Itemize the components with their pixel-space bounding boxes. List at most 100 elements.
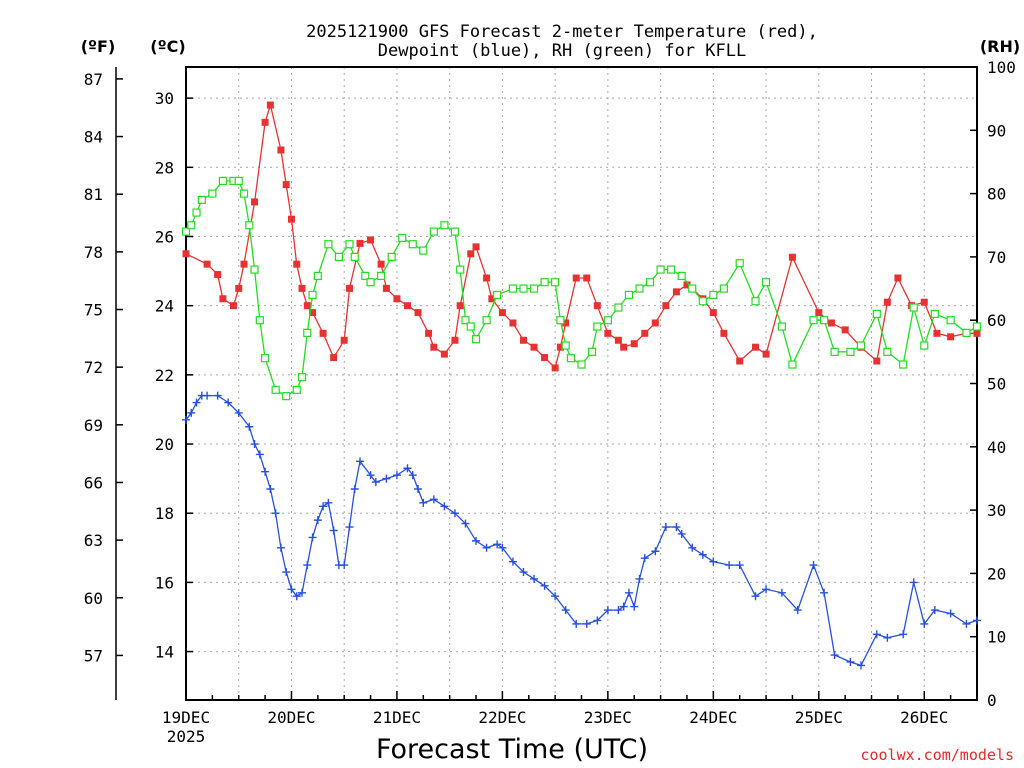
x-tick-label: 23DEC bbox=[584, 708, 632, 727]
temperature-point bbox=[541, 354, 549, 362]
rh-tick-label: 10 bbox=[987, 628, 1006, 647]
rh-point bbox=[561, 341, 570, 350]
temperature-point bbox=[319, 329, 327, 337]
dewpoint-point bbox=[192, 398, 201, 407]
dewpoint-point bbox=[677, 529, 686, 538]
rh-point bbox=[366, 278, 375, 287]
temperature-point bbox=[472, 243, 480, 251]
rh-point bbox=[456, 265, 465, 274]
dewpoint-point bbox=[187, 408, 196, 417]
temperature-point bbox=[614, 336, 622, 344]
dewpoint-point bbox=[830, 651, 839, 660]
temperature-point bbox=[340, 336, 348, 344]
temperature-point bbox=[483, 274, 491, 282]
celsius-tick-label: 22 bbox=[155, 366, 174, 385]
fahrenheit-tick-label: 69 bbox=[84, 416, 103, 435]
dewpoint-point bbox=[751, 592, 760, 601]
data-series bbox=[181, 101, 982, 670]
rh-tick-label: 50 bbox=[987, 375, 1006, 394]
dewpoint-point bbox=[909, 578, 918, 587]
dewpoint-point bbox=[688, 543, 697, 552]
rh-tick-label: 80 bbox=[987, 185, 1006, 204]
temperature-point bbox=[261, 118, 269, 126]
rh-point bbox=[493, 290, 502, 299]
dewpoint-point bbox=[614, 606, 623, 615]
dewpoint-point bbox=[920, 619, 929, 628]
temperature-point bbox=[873, 357, 881, 365]
dewpoint-point bbox=[624, 588, 633, 597]
temperature-point bbox=[709, 309, 717, 317]
temperature-point bbox=[509, 319, 517, 327]
dewpoint-point bbox=[271, 509, 280, 518]
x-tick-label: 19DEC bbox=[162, 708, 210, 727]
x-axis-label: Forecast Time (UTC) bbox=[376, 734, 648, 765]
temperature-point bbox=[414, 309, 422, 317]
rh-tick-label: 70 bbox=[987, 248, 1006, 267]
rh-point bbox=[208, 189, 217, 198]
dewpoint-point bbox=[651, 547, 660, 556]
chart-title-line-1: 2025121900 GFS Forecast 2-meter Temperat… bbox=[306, 22, 818, 42]
rh-point bbox=[398, 233, 407, 243]
rh-tick-label: 20 bbox=[987, 564, 1006, 583]
temperature-point bbox=[604, 329, 612, 337]
rh-point bbox=[419, 246, 428, 255]
temperature-point bbox=[425, 329, 433, 337]
rh-point bbox=[883, 347, 892, 356]
dewpoint-point bbox=[366, 471, 375, 480]
dewpoint-point bbox=[224, 398, 233, 407]
temperature-point bbox=[298, 284, 306, 292]
dewpoint-point bbox=[276, 543, 285, 552]
temperature-point bbox=[356, 239, 364, 247]
temperature-point bbox=[303, 302, 311, 310]
rh-point bbox=[361, 271, 370, 280]
temperature-point bbox=[277, 146, 285, 154]
dewpoint-point bbox=[519, 568, 528, 577]
fahrenheit-tick-label: 66 bbox=[84, 473, 103, 492]
dewpoint-point bbox=[725, 561, 734, 570]
x-tick-label: 20DEC bbox=[267, 708, 315, 727]
dewpoint-point bbox=[287, 585, 296, 594]
rh-point bbox=[324, 240, 333, 249]
dewpoint-point bbox=[266, 485, 275, 493]
credit-link[interactable]: coolwx.com/models bbox=[860, 746, 1014, 764]
dewpoint-point bbox=[820, 588, 829, 597]
x-tick-label: 21DEC bbox=[373, 708, 421, 727]
dewpoint-point bbox=[408, 471, 417, 480]
temperature-point bbox=[519, 336, 527, 344]
rh-point bbox=[635, 284, 644, 293]
dewpoint-point bbox=[561, 606, 570, 615]
temperature-point bbox=[556, 343, 564, 351]
dewpoint-point bbox=[498, 543, 507, 552]
fahrenheit-tick-label: 72 bbox=[84, 358, 103, 377]
rh-tick-label: 100 bbox=[987, 58, 1016, 77]
dewpoint-point bbox=[298, 588, 307, 597]
temperature-point bbox=[933, 329, 941, 337]
celsius-axis-unit: (ºC) bbox=[150, 37, 185, 56]
rh-tick-label: 0 bbox=[987, 691, 997, 710]
dewpoint-point bbox=[345, 523, 354, 532]
dewpoint-point bbox=[762, 585, 771, 594]
dewpoint-point bbox=[255, 450, 264, 459]
x-tick-label: 24DEC bbox=[689, 708, 737, 727]
temperature-point bbox=[309, 309, 317, 317]
rh-point bbox=[540, 278, 549, 287]
rh-point bbox=[667, 265, 676, 274]
celsius-tick-label: 16 bbox=[155, 573, 174, 592]
dewpoint-point bbox=[930, 606, 939, 615]
rh-point bbox=[735, 259, 744, 268]
rh-point bbox=[440, 221, 449, 230]
rh-point bbox=[587, 347, 597, 356]
rh-axis-unit: (RH) bbox=[980, 37, 1020, 56]
rh-point bbox=[450, 227, 460, 236]
dewpoint-point bbox=[661, 523, 670, 532]
rh-point bbox=[751, 297, 760, 306]
celsius-tick-label: 26 bbox=[155, 227, 174, 246]
temperature-point bbox=[498, 309, 506, 317]
rh-point bbox=[282, 392, 291, 401]
temperature-point bbox=[841, 326, 849, 334]
temperature-point bbox=[488, 295, 496, 303]
rh-point bbox=[809, 316, 818, 325]
grid-lines bbox=[186, 67, 977, 700]
rh-point bbox=[688, 284, 697, 293]
temperature-point bbox=[382, 284, 390, 292]
